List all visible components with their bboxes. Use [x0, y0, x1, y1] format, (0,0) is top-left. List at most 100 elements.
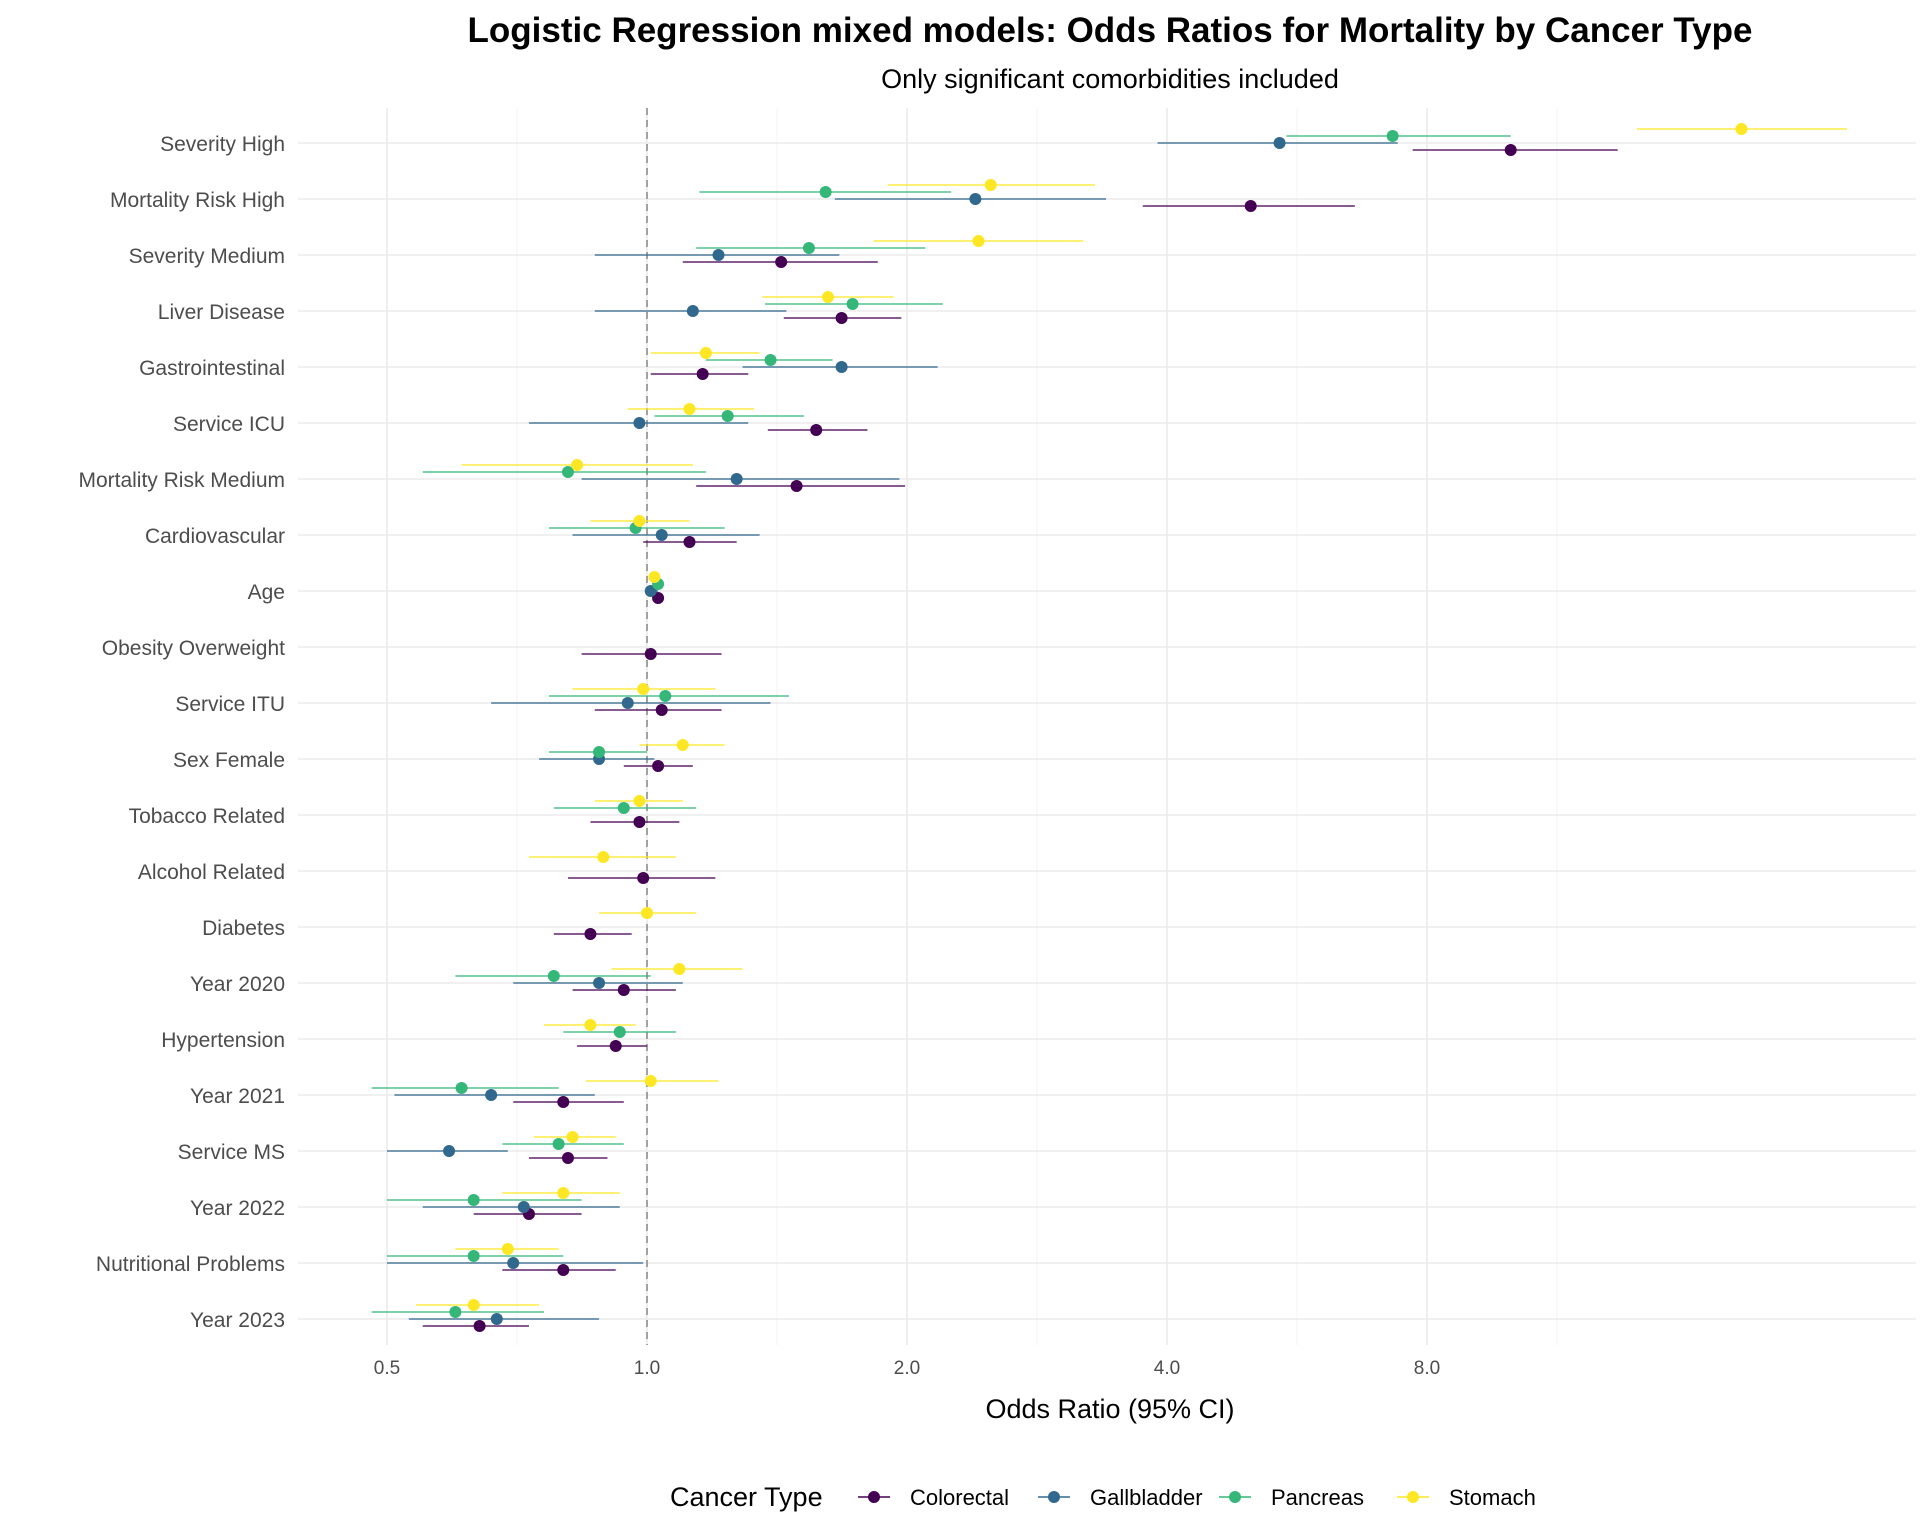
point-stomach-tobacco-related [633, 795, 646, 807]
point-stomach-nutritional-problems [501, 1243, 514, 1255]
point-colorectal-cardiovascular [683, 536, 696, 548]
legend-label: Pancreas [1271, 1485, 1364, 1510]
point-pancreas-service-ms [552, 1138, 565, 1150]
series-stomach [415, 123, 1847, 1311]
point-pancreas-service-itu [659, 690, 672, 702]
point-gallbladder-cardiovascular [655, 529, 668, 541]
y-label-hypertension: Hypertension [161, 1029, 285, 1052]
point-stomach-year-2020 [673, 963, 686, 975]
y-label-severity-medium: Severity Medium [129, 245, 285, 268]
point-colorectal-severity-high [1504, 144, 1517, 156]
y-label-service-ms: Service MS [178, 1141, 285, 1164]
point-gallbladder-nutritional-problems [507, 1257, 520, 1269]
y-label-service-icu: Service ICU [173, 413, 285, 436]
point-colorectal-mortality-risk-high [1244, 200, 1257, 212]
x-tick-label: 2.0 [894, 1358, 920, 1379]
point-colorectal-tobacco-related [633, 816, 646, 828]
point-pancreas-severity-medium [802, 242, 815, 254]
point-stomach-severity-high [1735, 123, 1748, 135]
point-colorectal-diabetes [584, 928, 597, 940]
y-label-year-2020: Year 2020 [190, 973, 285, 996]
y-label-severity-high: Severity High [160, 133, 285, 156]
point-colorectal-gastrointestinal [696, 368, 709, 380]
x-tick-label: 1.0 [634, 1358, 660, 1379]
y-label-diabetes: Diabetes [202, 917, 285, 940]
y-label-mortality-risk-medium: Mortality Risk Medium [78, 469, 285, 492]
point-gallbladder-service-icu [633, 417, 646, 429]
legend-item-gallbladder: Gallbladder [1038, 1485, 1203, 1510]
legend-label: Gallbladder [1090, 1485, 1203, 1510]
legend-label: Stomach [1449, 1485, 1536, 1510]
point-colorectal-year-2020 [617, 984, 630, 996]
y-label-mortality-risk-high: Mortality Risk High [110, 189, 285, 212]
point-stomach-hypertension [584, 1019, 597, 1031]
point-stomach-age [648, 571, 661, 583]
point-colorectal-hypertension [609, 1040, 622, 1052]
point-gallbladder-mortality-risk-high [969, 193, 982, 205]
y-label-sex-female: Sex Female [173, 749, 285, 772]
point-pancreas-year-2021 [455, 1082, 468, 1094]
point-pancreas-year-2022 [467, 1194, 480, 1206]
point-stomach-liver-disease [821, 291, 834, 303]
y-label-obesity-overweight: Obesity Overweight [102, 637, 285, 660]
point-pancreas-mortality-risk-medium [561, 466, 574, 478]
point-stomach-year-2022 [557, 1187, 570, 1199]
point-gallbladder-year-2023 [490, 1313, 503, 1325]
y-axis-labels: Severity High Mortality Risk High Severity… [78, 133, 285, 1332]
point-stomach-year-2021 [644, 1075, 657, 1087]
point-colorectal-nutritional-problems [557, 1264, 570, 1276]
point-pancreas-severity-high [1386, 130, 1399, 142]
x-axis-tick-labels: 0.5 1.0 2.0 4.0 8.0 [374, 1358, 1440, 1379]
chart-subtitle: Only significant comorbidities included [881, 64, 1339, 94]
y-label-year-2021: Year 2021 [190, 1085, 285, 1108]
legend-key-point [1407, 1491, 1419, 1503]
y-label-year-2022: Year 2022 [190, 1197, 285, 1220]
point-pancreas-gastrointestinal [764, 354, 777, 366]
point-gallbladder-severity-medium [712, 249, 725, 261]
y-label-service-itu: Service ITU [175, 693, 285, 716]
legend-item-stomach: Stomach [1397, 1485, 1536, 1510]
point-stomach-mortality-risk-medium [571, 459, 584, 471]
point-colorectal-mortality-risk-medium [790, 480, 803, 492]
point-gallbladder-liver-disease [686, 305, 699, 317]
point-pancreas-hypertension [613, 1026, 626, 1038]
x-tick-label: 8.0 [1414, 1358, 1440, 1379]
legend-title: Cancer Type [670, 1482, 823, 1512]
point-pancreas-liver-disease [846, 298, 859, 310]
x-tick-label: 4.0 [1154, 1358, 1180, 1379]
point-stomach-severity-medium [972, 235, 985, 247]
point-gallbladder-severity-high [1273, 137, 1286, 149]
chart-title: Logistic Regression mixed models: Odds R… [468, 11, 1753, 50]
y-label-liver-disease: Liver Disease [158, 301, 285, 324]
point-colorectal-alcohol-related [637, 872, 650, 884]
point-colorectal-sex-female [652, 760, 665, 772]
legend-label: Colorectal [910, 1485, 1009, 1510]
point-colorectal-liver-disease [835, 312, 848, 324]
series-pancreas [371, 130, 1511, 1318]
point-pancreas-year-2020 [547, 970, 560, 982]
series-colorectal [422, 144, 1618, 1332]
point-gallbladder-service-ms [443, 1145, 456, 1157]
point-pancreas-year-2023 [449, 1306, 462, 1318]
point-pancreas-nutritional-problems [467, 1250, 480, 1262]
series-marks [371, 123, 1847, 1332]
point-gallbladder-gastrointestinal [835, 361, 848, 373]
point-stomach-service-itu [637, 683, 650, 695]
legend-key-point [868, 1491, 880, 1503]
legend-item-colorectal: Colorectal [858, 1485, 1009, 1510]
y-label-tobacco-related: Tobacco Related [129, 805, 285, 828]
point-stomach-mortality-risk-high [984, 179, 997, 191]
point-colorectal-year-2023 [473, 1320, 486, 1332]
point-gallbladder-service-itu [621, 697, 634, 709]
y-label-age: Age [248, 581, 285, 604]
point-pancreas-sex-female [593, 746, 606, 758]
point-stomach-year-2023 [467, 1299, 480, 1311]
point-gallbladder-mortality-risk-medium [730, 473, 743, 485]
legend: Cancer Type Colorectal Gallbladder Pancrea… [670, 1482, 1536, 1512]
x-axis-title: Odds Ratio (95% CI) [985, 1394, 1234, 1424]
point-stomach-gastrointestinal [699, 347, 712, 359]
point-gallbladder-year-2022 [517, 1201, 530, 1213]
legend-item-pancreas: Pancreas [1219, 1485, 1364, 1510]
legend-key-point [1229, 1491, 1241, 1503]
